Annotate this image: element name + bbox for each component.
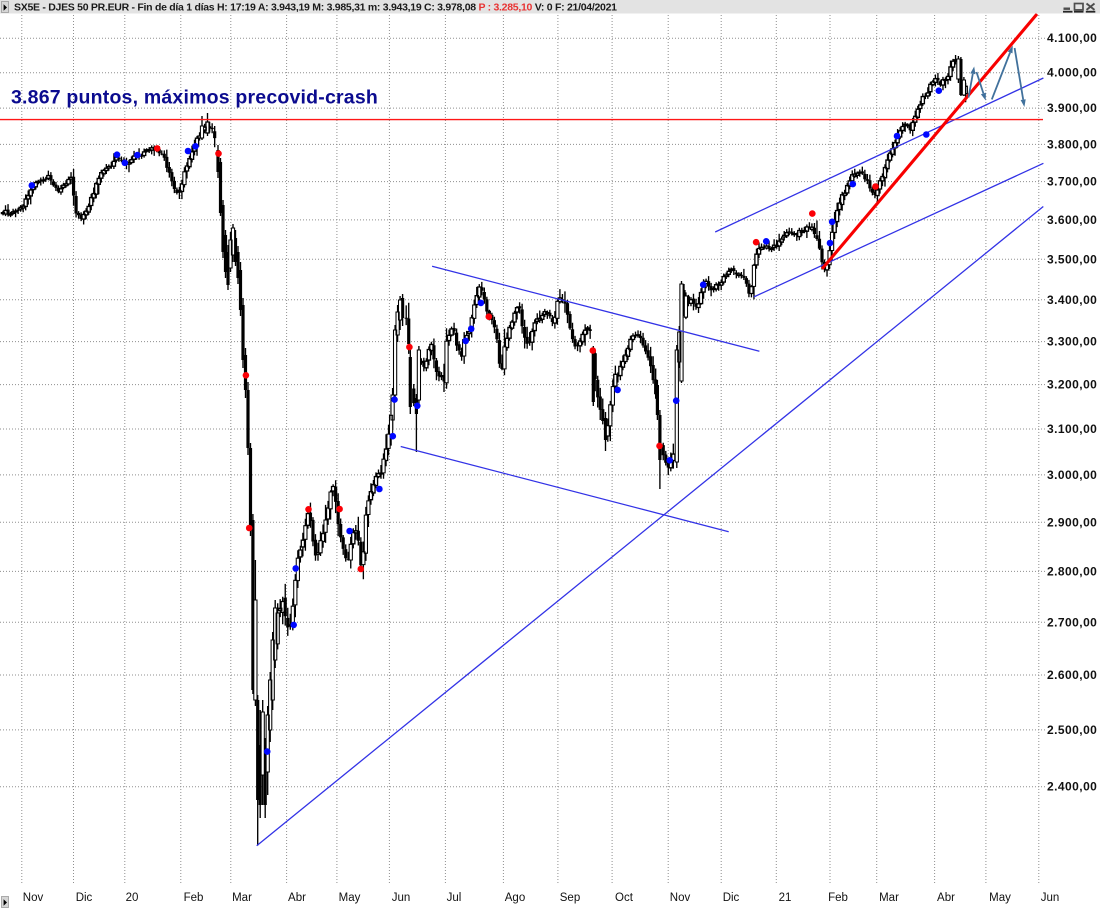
svg-text:21: 21 [779, 892, 792, 904]
svg-text:3.200,00: 3.200,00 [1047, 378, 1097, 392]
svg-text:3.900,00: 3.900,00 [1047, 101, 1097, 115]
svg-text:4.100,00: 4.100,00 [1047, 31, 1097, 45]
svg-text:2.900,00: 2.900,00 [1047, 515, 1097, 529]
svg-text:Jun: Jun [1041, 892, 1060, 904]
svg-text:3.867 puntos, máximos precovid: 3.867 puntos, máximos precovid-crash [11, 87, 378, 109]
svg-text:May: May [989, 892, 1011, 904]
svg-text:3.300,00: 3.300,00 [1047, 335, 1097, 349]
svg-text:Jun: Jun [392, 892, 411, 904]
svg-text:3.700,00: 3.700,00 [1047, 175, 1097, 189]
svg-text:2.500,00: 2.500,00 [1047, 723, 1097, 737]
svg-text:Abr: Abr [288, 892, 306, 904]
svg-text:Feb: Feb [184, 892, 204, 904]
svg-text:Mar: Mar [879, 892, 899, 904]
svg-text:Jul: Jul [447, 892, 462, 904]
svg-text:2.800,00: 2.800,00 [1047, 564, 1097, 578]
svg-text:Nov: Nov [23, 892, 44, 904]
svg-text:Dic: Dic [76, 892, 93, 904]
svg-text:May: May [339, 892, 361, 904]
svg-text:Nov: Nov [670, 892, 691, 904]
svg-text:3.400,00: 3.400,00 [1047, 293, 1097, 307]
svg-text:2.600,00: 2.600,00 [1047, 668, 1097, 682]
svg-text:2.400,00: 2.400,00 [1047, 780, 1097, 794]
svg-text:Sep: Sep [560, 892, 580, 904]
svg-text:20: 20 [126, 892, 139, 904]
svg-text:Mar: Mar [232, 892, 252, 904]
svg-text:SX5E - DJES 50 PR.EUR - Fin de: SX5E - DJES 50 PR.EUR - Fin de día 1 día… [14, 2, 617, 14]
svg-text:Dic: Dic [723, 892, 740, 904]
svg-text:2.700,00: 2.700,00 [1047, 615, 1097, 629]
svg-text:3.500,00: 3.500,00 [1047, 252, 1097, 266]
svg-text:Feb: Feb [828, 892, 848, 904]
svg-text:3.100,00: 3.100,00 [1047, 422, 1097, 436]
svg-text:3.000,00: 3.000,00 [1047, 468, 1097, 482]
svg-text:4.000,00: 4.000,00 [1047, 66, 1097, 80]
svg-text:Oct: Oct [615, 892, 634, 904]
svg-text:3.600,00: 3.600,00 [1047, 213, 1097, 227]
svg-text:3.800,00: 3.800,00 [1047, 137, 1097, 151]
svg-text:Ago: Ago [505, 892, 525, 904]
svg-text:Abr: Abr [937, 892, 955, 904]
